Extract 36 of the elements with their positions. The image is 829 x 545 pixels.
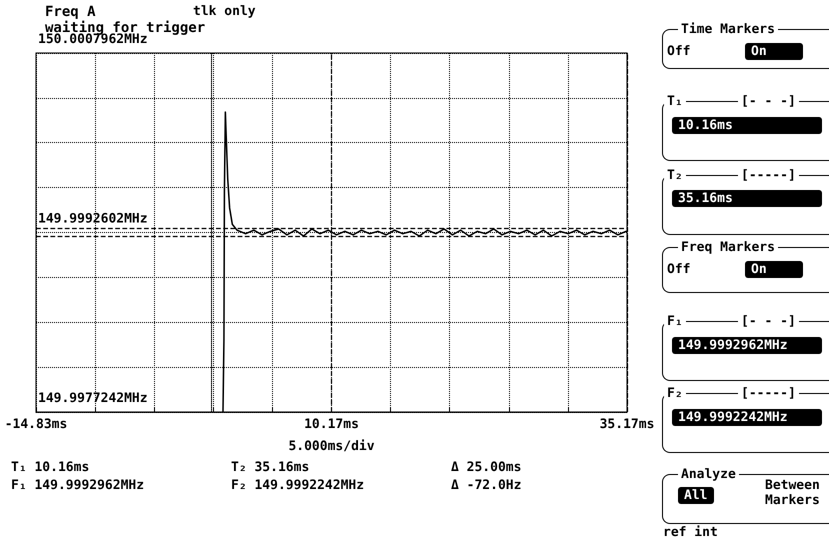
text: Off (664, 44, 694, 59)
text: [- - -] (738, 314, 799, 329)
text: 35.16ms (672, 190, 822, 207)
text: T₁ 10.16ms (8, 460, 92, 475)
x-tick-label: 10.17ms (304, 417, 359, 432)
text: F₂ (664, 386, 686, 401)
text: Δ -72.0Hz (448, 478, 524, 493)
text: ref int (660, 525, 721, 540)
text: 149.9992962MHz (672, 337, 822, 354)
text: T₂ 35.16ms (228, 460, 312, 475)
text: [- - -] (738, 94, 799, 109)
x-tick-label: -14.83ms (4, 417, 68, 432)
x-tick-label: 35.17ms (600, 417, 654, 432)
text: F₁ 149.9992962MHz (8, 478, 148, 493)
x-axis-title: 5.000ms/div (288, 439, 375, 454)
text: Freq Markers (678, 240, 778, 255)
text: [-----] (738, 168, 799, 183)
text: F₂ 149.9992242MHz (228, 478, 368, 493)
text: T₂ (664, 168, 686, 183)
text: tlk only (190, 4, 259, 19)
text: 10.16ms (672, 117, 822, 134)
y-tick-label: 149.9992602MHz (38, 212, 148, 226)
text: Between Markers (762, 478, 829, 508)
text: On (745, 261, 803, 278)
text: [-----] (738, 386, 799, 401)
chart-title: Freq A (45, 4, 96, 20)
text: Off (664, 262, 694, 277)
text: F₁ (664, 314, 686, 329)
text: All (678, 487, 714, 504)
text: On (745, 43, 803, 60)
text: Time Markers (678, 22, 778, 37)
text: 149.9992242MHz (672, 409, 822, 426)
y-tick-label: 149.9977242MHz (38, 391, 148, 406)
text: T₁ (664, 94, 686, 109)
text: Δ 25.00ms (448, 460, 524, 475)
text: Analyze (678, 467, 739, 482)
